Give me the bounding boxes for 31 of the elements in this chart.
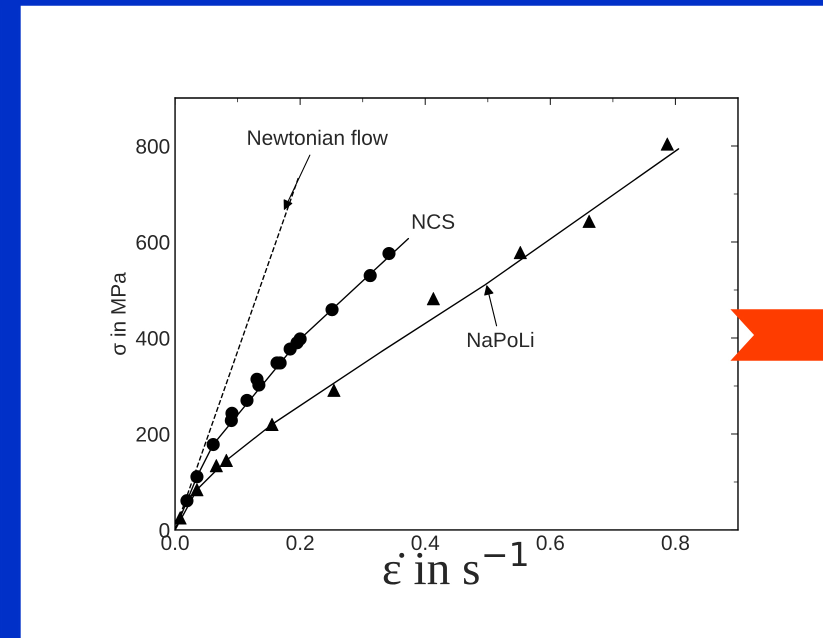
x-tick-label: 0.2 bbox=[286, 535, 314, 550]
point bbox=[240, 394, 254, 407]
point bbox=[364, 269, 377, 282]
x-tick-label: 0.8 bbox=[662, 535, 690, 550]
point bbox=[180, 494, 194, 508]
point bbox=[382, 246, 396, 260]
point bbox=[206, 438, 220, 452]
x-tick-label: 0.4 bbox=[412, 535, 440, 550]
point bbox=[426, 292, 440, 306]
y-tick-label: 200 bbox=[136, 426, 170, 442]
point bbox=[175, 511, 187, 525]
point bbox=[190, 483, 204, 496]
y-tick-label: 800 bbox=[136, 138, 170, 154]
point bbox=[210, 459, 223, 472]
point bbox=[325, 303, 339, 316]
point bbox=[252, 378, 266, 392]
annotation: NaPoLi bbox=[468, 332, 534, 348]
point bbox=[660, 138, 674, 151]
annotation: NCS bbox=[412, 214, 454, 229]
point bbox=[220, 454, 233, 467]
annotation: Newtonian flow bbox=[248, 130, 388, 146]
point bbox=[265, 418, 279, 431]
y-tick-label: 400 bbox=[136, 330, 170, 346]
y-axis-title: σ in MPa bbox=[110, 272, 126, 355]
point bbox=[514, 246, 527, 260]
y-tick-label: 600 bbox=[136, 234, 170, 250]
x-tick-label: 0.6 bbox=[536, 535, 564, 550]
point bbox=[327, 384, 340, 397]
point bbox=[190, 470, 204, 484]
point bbox=[582, 214, 596, 228]
point bbox=[294, 332, 307, 346]
